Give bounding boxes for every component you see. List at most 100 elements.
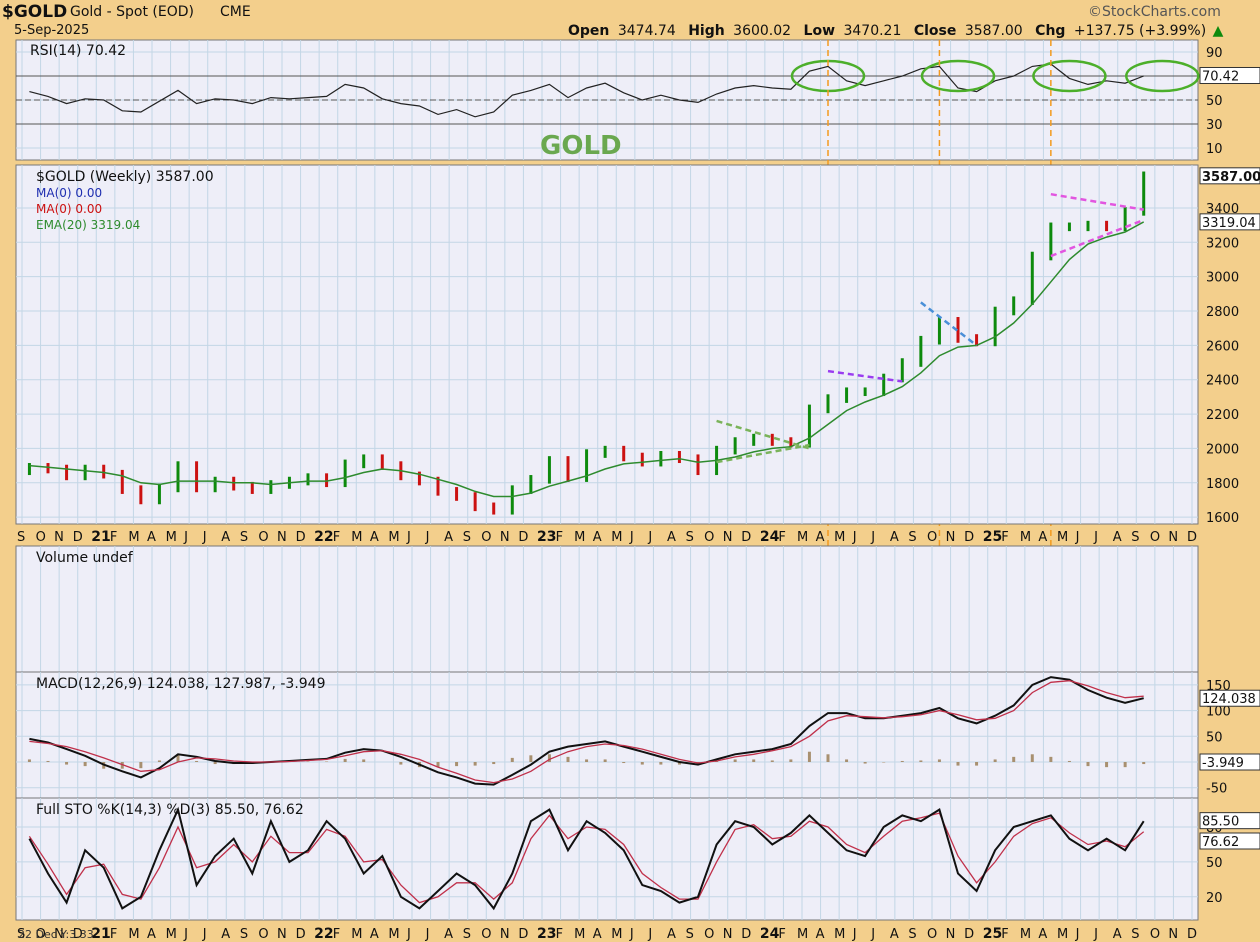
x-tick-label: D [73,530,83,545]
pink-triangle-lower [1050,218,1145,258]
macd-value-label: 124.038 [1202,692,1256,707]
x-tick-label: J [870,530,875,545]
x-tick-label: F [333,927,340,942]
stochastic-k-line [28,806,1145,911]
x-tick-label: J [1075,927,1080,942]
x-tick-label: F [333,530,340,545]
x-tick-label: O [1150,530,1160,545]
x-tick-label: O [481,530,491,545]
x-tick-label: M [351,927,362,942]
x-tick-label: M [166,927,177,942]
volume-panel: Volume undef [15,545,1199,673]
x-tick-label: 22 [314,529,333,545]
footer-label: 22 Dec Y:3.33 [18,928,94,941]
x-tick-label: A [221,530,230,545]
x-tick-label: O [258,927,268,942]
x-tick-label: M [166,530,177,545]
x-tick-label: F [778,530,785,545]
exchange-label: CME [220,4,251,20]
gold-title: GOLD [540,131,622,161]
chart-date: 5-Sep-2025 [14,23,89,38]
x-tick-label: J [647,927,652,942]
x-tick-label: N [54,530,64,545]
y-tick-label: 1800 [1206,477,1239,492]
rsi-highlight-circle [920,59,996,93]
x-tick-label: S [240,530,248,545]
x-tick-label: F [556,927,563,942]
x-tick-label: F [778,927,785,942]
close-label: Close [914,23,957,39]
x-tick-label: D [964,530,974,545]
x-tick-label: J [852,927,857,942]
price-legend-item: EMA(20) 3319.04 [36,218,140,232]
x-tick-label: J [425,530,430,545]
chg-value: +137.75 (+3.99%) [1074,23,1206,39]
x-tick-label: D [741,530,751,545]
x-tick-label: D [73,927,83,942]
open-value: 3474.74 [618,23,676,39]
macd-value-label-box [1199,689,1260,707]
stochastic-k-label: 85.50 [1202,815,1239,830]
x-tick-label: F [1001,530,1008,545]
y-tick-label: 2400 [1206,374,1239,389]
x-tick-label: A [816,927,825,942]
x-tick-label: O [258,530,268,545]
x-tick-label: J [183,927,188,942]
histogram-value-label: -3.949 [1202,756,1244,771]
x-tick-label: 24 [760,926,780,942]
x-tick-label: M [128,927,139,942]
x-tick-label: M [611,927,622,942]
y-tick-label: 20 [1206,891,1223,906]
x-tick-label: D [741,927,751,942]
x-tick-label: 25 [983,926,1002,942]
stochastic-d-label: 76.62 [1202,835,1239,850]
x-tick-label: S [908,927,916,942]
signal-line [29,680,1144,784]
rsi-highlight-circle [1032,59,1107,93]
x-tick-label: 25 [983,529,1002,545]
x-tick-label: J [1093,927,1098,942]
stochastic-k-label-box [1199,812,1260,830]
x-tick-label: D [1187,927,1197,942]
x-tick-label: J [425,927,430,942]
x-tick-label: N [723,530,733,545]
stochastic-d-line [28,812,1145,904]
rsi-legend: RSI(14) 70.42 [30,43,126,59]
y-tick-label: 30 [1206,118,1223,133]
y-tick-label: 3400 [1206,202,1239,217]
x-tick-label: S [17,530,25,545]
x-tick-label: J [647,530,652,545]
high-label: High [688,23,725,39]
histogram-value-label-box [1199,753,1260,771]
macd-line [29,676,1144,786]
green-trendline-upper [716,419,810,450]
stochastic-d-label-box [1199,832,1260,850]
x-tick-label: A [1113,530,1122,545]
x-tick-label: D [296,530,306,545]
x-tick-label: 24 [760,529,780,545]
x-tick-label: 23 [537,529,556,545]
x-tick-label: A [221,927,230,942]
y-tick-label: 10 [1206,142,1223,157]
last-price-label: 3587.00 [1202,170,1260,185]
y-tick-label: 2800 [1206,305,1239,320]
x-tick-label: A [444,530,453,545]
x-tick-label: N [1168,530,1178,545]
volume-legend: Volume undef [36,550,134,566]
x-tick-label: 23 [537,926,556,942]
x-tick-label: S [463,927,471,942]
x-tick-label: M [797,927,808,942]
x-tick-label: A [667,530,676,545]
x-tick-label: S [17,927,25,942]
x-tick-label: D [518,530,528,545]
x-tick-label: J [1075,530,1080,545]
blue-trendline [920,301,978,347]
x-tick-label: S [1131,530,1139,545]
x-tick-label: A [147,927,156,942]
x-tick-label: M [1057,530,1068,545]
price-legend-item: $GOLD (Weekly) 3587.00 [36,169,214,185]
y-tick-label: 2200 [1206,408,1239,423]
y-tick-label: 1600 [1206,511,1239,526]
x-tick-label: J [870,927,875,942]
x-tick-label: M [1020,927,1031,942]
